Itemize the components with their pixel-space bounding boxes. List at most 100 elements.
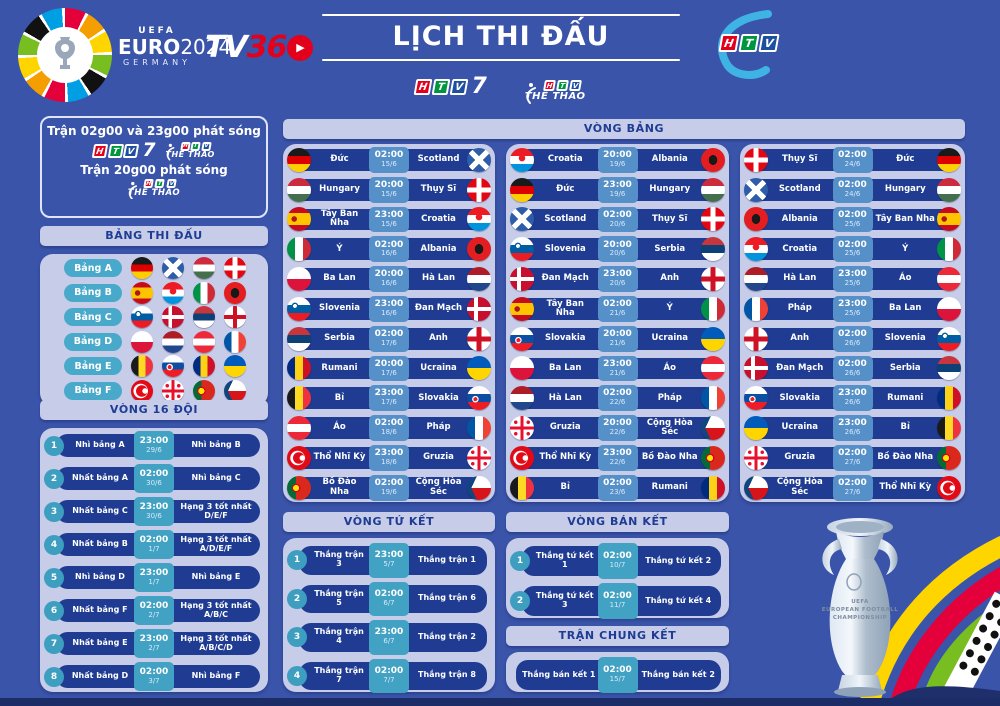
flag-ua-icon [744,416,768,441]
away-team-label: Pháp [426,422,451,433]
match-time: 02:00 [603,551,632,562]
flag-al-icon [467,237,491,262]
match-row: Tây Ban Nha Ý 02:00 21/6 [506,294,729,324]
match-time: 02:00 [603,665,632,676]
match-time-box: 02:00 27/6 [832,474,873,501]
flag-be-icon [131,355,153,378]
match-date: 26/6 [844,338,861,347]
home-team-label: Nhì bảng A [75,440,125,450]
flag-hr-icon [467,207,491,232]
match-time-box: 23:00 6/7 [369,620,409,655]
flag-at-icon [701,356,725,381]
group-row: Bảng A [40,256,268,281]
match-number: 3 [287,627,307,648]
flag-at-icon [287,416,311,441]
match-time-box: 23:00 21/6 [597,355,638,382]
group-stage-column-3: Thụy Sĩ Đức 02:00 24/6 Scotland Hungary 02:00 2… [740,144,965,502]
flag-nl-icon [510,386,534,411]
flag-al-icon [744,207,768,232]
match-row: Pháp Ba Lan 23:00 25/6 [740,294,965,324]
flag-pt-icon [287,475,311,500]
match-time-box: 02:00 25/6 [832,206,873,233]
away-team-label: Nhì bảng B [191,440,241,450]
flag-pt-icon [937,445,961,470]
match-row: 1 Nhì bảng A Nhì bảng B 23:00 29/6 [40,429,268,462]
htv-letter-h: H [143,179,155,189]
away-team-label: Anh [429,333,448,343]
flag-en-icon [224,306,246,329]
htv-thethao-label: THỂ THAO [524,90,586,102]
match-row: 1 Thắng trận 3 Thắng trận 1 23:00 5/7 [283,541,495,580]
htv-letter-h: H [413,78,432,95]
dancer-icon [126,181,138,203]
flag-cz-icon [701,416,725,441]
match-row: Ba Lan Hà Lan 20:00 16/6 [283,264,495,294]
match-time: 23:00 [374,627,404,638]
match-time-box: 23:00 18/6 [369,444,409,471]
match-row: Slovenia Serbia 20:00 20/6 [506,234,729,264]
htv-letter-v: V [123,143,140,158]
match-time: 02:00 [139,468,169,479]
match-time: 20:00 [374,358,404,369]
htv-letter-v: V [201,141,212,151]
match-number: 8 [44,666,64,687]
flag-al-icon [701,147,725,172]
match-date: 27/6 [844,487,861,496]
match-number: 4 [44,534,64,555]
match-time: 02:00 [374,477,404,488]
match-date: 2/7 [148,610,160,619]
home-team-label: Nhất bảng A [72,473,128,483]
home-team-label: Gruzia [784,452,816,463]
flag-ge-icon [744,445,768,470]
match-date: 20/6 [609,219,626,228]
away-team-label: Hạng 3 tốt nhất A/D/E/F [180,534,252,553]
match-row: Đức Hungary 23:00 19/6 [506,175,729,205]
match-row: Bỉ Slovakia 23:00 17/6 [283,383,495,413]
match-time: 02:00 [374,418,404,429]
match-row: Ucraina Bỉ 23:00 26/6 [740,413,965,443]
match-time-box: 23:00 25/6 [832,266,873,292]
match-time: 02:00 [838,150,867,161]
match-row: Bồ Đào Nha Cộng Hòa Séc 02:00 19/6 [283,473,495,503]
htv-letter-t: T [154,179,166,189]
match-date: 1/7 [148,544,160,553]
semifinal-header: VÒNG BÁN KẾT [506,512,729,532]
home-team-label: Ý [336,243,343,254]
match-time: 23:00 [139,501,169,512]
match-row: Ba Lan Áo 23:00 21/6 [506,354,729,384]
match-time-box: 23:00 17/6 [369,385,409,412]
flag-it-icon [287,237,311,262]
flag-at-icon [193,330,215,353]
home-team-label: Rumani [321,362,358,373]
away-team-label: Serbia [889,362,921,373]
flag-si-icon [131,306,153,329]
flag-ge-icon [162,379,184,402]
home-team-label: Nhất bảng C [72,506,128,516]
away-team-label: Thắng tứ kết 4 [645,595,712,605]
groups-panel: Bảng A Bảng B Bảng C Bảng D Bảng E Bảng F [40,254,268,406]
match-row: 7 Nhất bảng E Hạng 3 tốt nhất A/B/C/D 23:00… [40,627,268,660]
match-number: 2 [510,591,530,611]
flag-ro-icon [937,386,961,411]
home-team-label: Pháp [787,303,812,314]
euro-year: EURO2024 [118,36,231,58]
group-stage-header: VÒNG BẢNG [283,119,965,139]
away-team-label: Thụy Sĩ [420,184,457,195]
match-date: 17/6 [381,398,397,407]
match-row: Thổ Nhĩ Kỳ Bồ Đào Nha 23:00 22/6 [506,443,729,473]
htv-letter-t: T [738,34,760,52]
flag-sct-icon [510,207,534,232]
match-time: 23:00 [838,418,867,429]
home-team-label: Slovakia [779,392,820,403]
match-number: 1 [510,551,530,571]
flag-de-icon [510,177,534,202]
match-row: Ý Albania 02:00 16/6 [283,234,495,264]
match-date: 6/7 [383,637,395,646]
flag-cz-icon [224,379,246,402]
match-number: 1 [287,550,307,571]
flag-rs-icon [701,237,725,262]
match-date: 21/6 [609,338,626,347]
flag-es-icon [131,281,153,304]
flag-ro-icon [193,355,215,378]
